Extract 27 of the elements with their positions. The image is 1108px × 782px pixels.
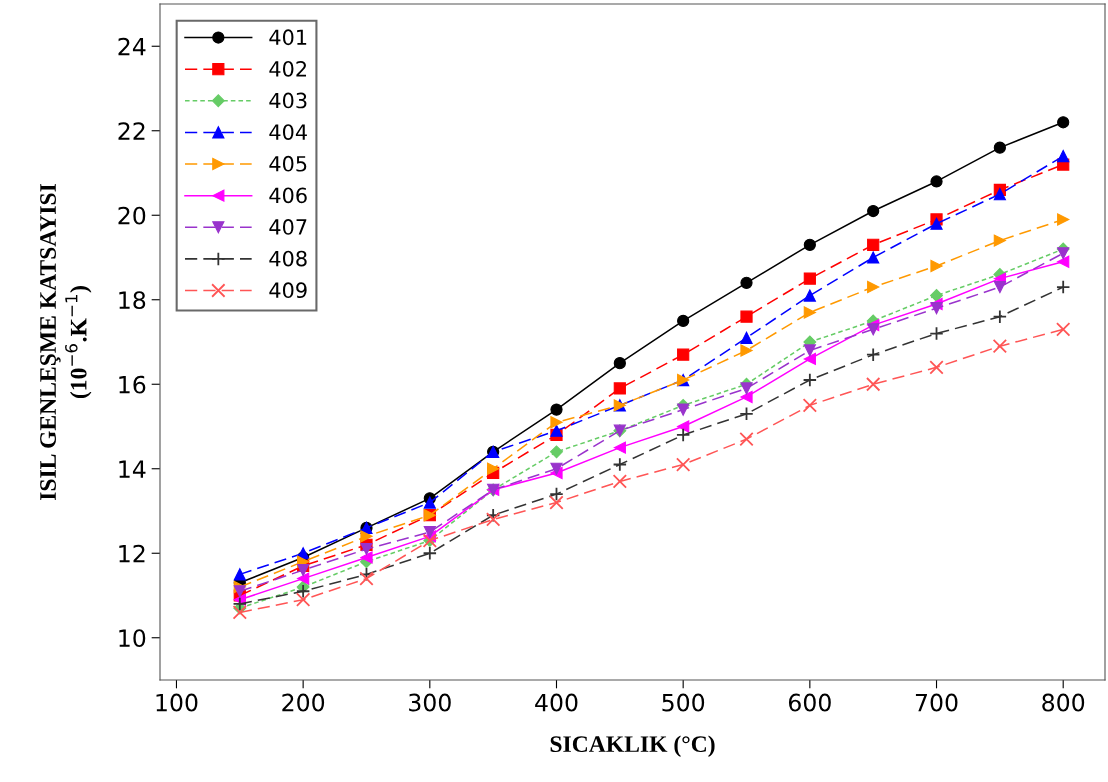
legend-label: 402 — [269, 60, 307, 77]
y-tick-label: 16 — [119, 375, 146, 394]
legend-label: 406 — [269, 187, 307, 204]
y-tick-label: 20 — [118, 206, 146, 225]
y-axis-title: ISIL GENLEŞME KATSAYISI (10$^{−6}$.K$^{−1}$) — [40, 184, 92, 501]
x-axis-title: SICAKLIK (°C) — [550, 735, 715, 757]
y-tick-label: 12 — [119, 544, 145, 563]
x-tick-label: 500 — [662, 693, 705, 712]
x-tick-label: 700 — [915, 693, 958, 712]
legend-label: 408 — [269, 250, 307, 267]
legend-label: 401 — [269, 29, 307, 46]
legend-label: 403 — [269, 92, 307, 109]
x-tick-label: 300 — [409, 693, 451, 712]
x-tick-label: 100 — [156, 693, 198, 712]
legend-label: 405 — [269, 155, 307, 172]
y-tick-label: 24 — [118, 37, 146, 56]
y-tick-label: 22 — [118, 122, 145, 140]
y-tick-label: 18 — [119, 291, 146, 310]
y-tick-label: 14 — [119, 460, 146, 478]
legend-label: 404 — [269, 124, 307, 140]
x-tick-label: 200 — [282, 693, 325, 712]
x-tick-label: 800 — [1042, 693, 1085, 712]
x-tick-label: 600 — [788, 693, 831, 712]
y-tick-label: 10 — [119, 629, 146, 648]
legend-label: 409 — [269, 282, 307, 299]
x-tick-label: 400 — [535, 693, 578, 712]
legend-label: 407 — [269, 219, 307, 235]
